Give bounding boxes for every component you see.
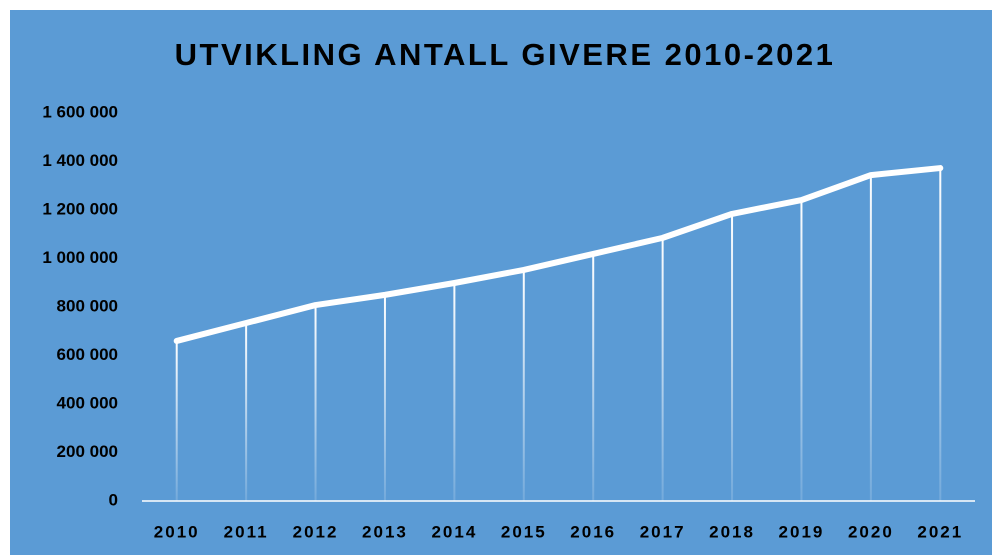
drop-line [661,237,664,501]
x-tick-label: 2017 [640,522,686,541]
drop-line [522,269,525,501]
drop-line [245,323,248,501]
x-tick-label: 2019 [779,522,825,541]
y-tick-label: 600 000 [57,345,118,364]
chart-title: UTVIKLING ANTALL GIVERE 2010-2021 [175,37,836,72]
x-tick-label: 2018 [709,522,755,541]
drop-line [731,213,734,501]
y-tick-label: 1 200 000 [42,199,118,218]
x-tick-label: 2011 [224,522,269,541]
x-tick-label: 2015 [501,522,547,541]
drop-line [869,175,872,501]
data-line [173,165,944,344]
x-tick-label: 2010 [154,522,200,541]
drop-line [175,340,178,501]
drop-line [314,305,317,501]
drop-line [800,200,803,501]
drop-line [453,282,456,501]
x-tick-label: 2012 [293,522,339,541]
drop-line [592,253,595,501]
drop-line [939,168,942,502]
drop-line [383,294,386,501]
y-tick-label: 0 [109,490,118,509]
x-tick-label: 2021 [917,522,963,541]
plot-background [10,10,992,555]
x-tick-label: 2020 [848,522,894,541]
y-tick-label: 1 400 000 [42,151,118,170]
y-tick-label: 400 000 [57,393,118,412]
x-tick-label: 2014 [431,522,477,541]
y-tick-label: 1 600 000 [42,102,118,121]
y-tick-label: 1 000 000 [42,248,118,267]
x-tick-label: 2013 [362,522,408,541]
x-tick-label: 2016 [570,522,616,541]
y-tick-label: 800 000 [57,296,118,315]
y-tick-label: 200 000 [57,442,118,461]
